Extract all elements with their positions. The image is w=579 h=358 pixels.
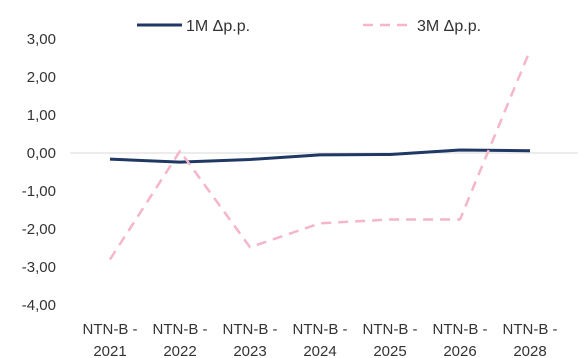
x-tick-label-line: NTN-B - xyxy=(83,321,138,338)
series-group xyxy=(108,49,532,261)
legend-item: 1M Δp.p. xyxy=(137,18,250,35)
x-tick-label: NTN-B - 2023 xyxy=(223,321,278,358)
y-tick-label: -3,00 xyxy=(22,259,56,276)
x-tick-label: NTN-B - 2028 xyxy=(503,321,558,358)
y-axis: 3,00 2,00 1,00 0,00 -1,00 -2,00 -3,00 -4,00 xyxy=(22,31,56,314)
x-tick-label-line: NTN-B - xyxy=(153,321,208,338)
y-tick-label: -1,00 xyxy=(22,183,56,200)
x-tick-label-line: NTN-B - xyxy=(223,321,278,338)
x-tick-label: NTN-B - 2025 xyxy=(363,321,418,358)
x-tick-label: NTN-B - 2022 xyxy=(153,321,208,358)
legend-label: 1M Δp.p. xyxy=(186,18,250,35)
y-tick-label: 0,00 xyxy=(27,145,56,162)
y-tick-label: 1,00 xyxy=(27,107,56,124)
x-tick-label: NTN-B - 2026 xyxy=(433,321,488,358)
x-tick-label-line: 2022 xyxy=(163,343,196,358)
x-tick-label: NTN-B - 2021 xyxy=(83,321,138,358)
series-line-2 xyxy=(108,49,532,261)
x-tick-label-line: NTN-B - xyxy=(503,321,558,338)
y-tick-label: 2,00 xyxy=(27,69,56,86)
x-tick-label-line: NTN-B - xyxy=(433,321,488,338)
legend: 1M Δp.p. 3M Δp.p. xyxy=(137,18,481,35)
legend-label: 3M Δp.p. xyxy=(417,18,481,35)
x-tick-label-line: 2026 xyxy=(443,343,476,358)
x-tick-label: NTN-B - 2024 xyxy=(293,321,348,358)
y-tick-label: -4,00 xyxy=(22,297,56,314)
x-tick-label-line: NTN-B - xyxy=(363,321,418,338)
x-tick-label-line: 2028 xyxy=(513,343,546,358)
x-tick-label-line: 2025 xyxy=(373,343,406,358)
x-tick-label-line: 2023 xyxy=(233,343,266,358)
x-tick-label-line: 2021 xyxy=(93,343,126,358)
x-tick-label-line: NTN-B - xyxy=(293,321,348,338)
legend-item: 3M Δp.p. xyxy=(363,18,481,35)
x-tick-label-line: 2024 xyxy=(303,343,336,358)
y-tick-label: 3,00 xyxy=(27,31,56,48)
series-line-1 xyxy=(109,148,531,164)
y-tick-label: -2,00 xyxy=(22,221,56,238)
